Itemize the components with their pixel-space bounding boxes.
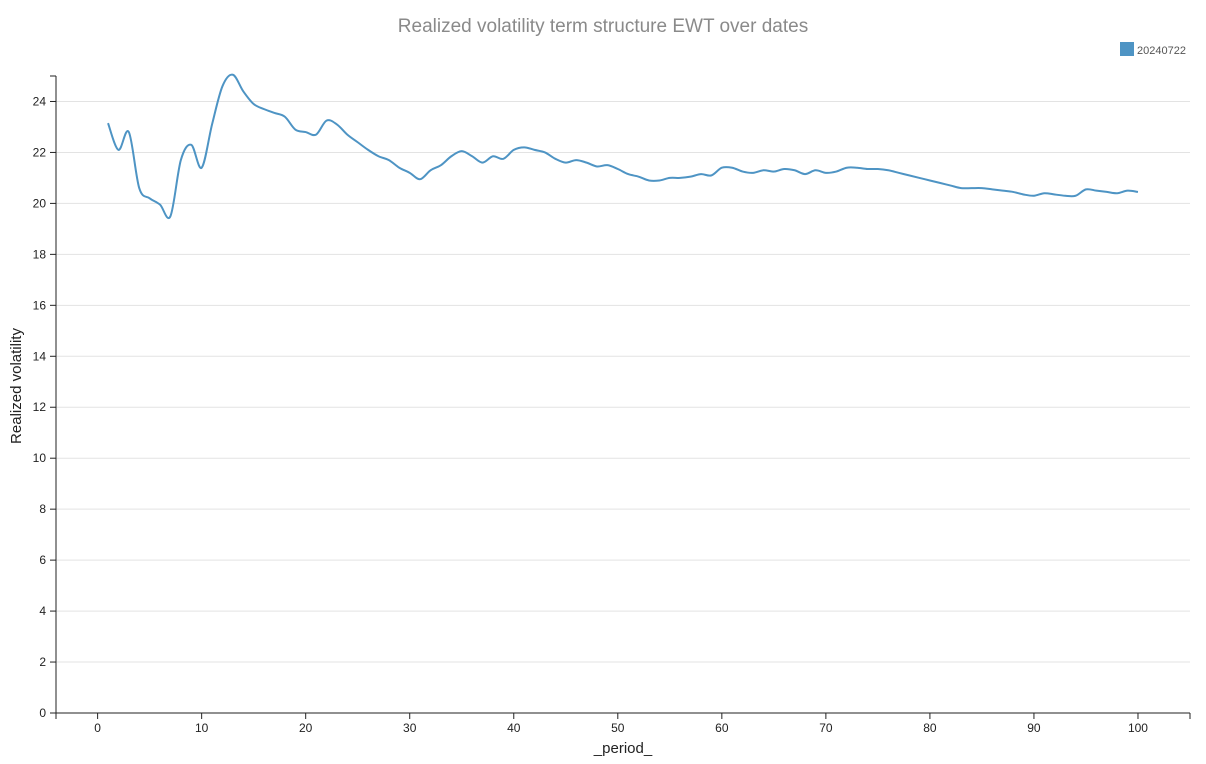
x-tick-label: 70 — [819, 721, 833, 735]
y-tick-label: 18 — [33, 247, 47, 261]
x-tick-label: 10 — [195, 721, 209, 735]
x-tick-label: 30 — [403, 721, 417, 735]
x-tick-label: 20 — [299, 721, 313, 735]
gridlines — [56, 100, 1190, 663]
y-tick-label: 6 — [39, 553, 46, 567]
y-tick-label: 2 — [39, 655, 46, 669]
x-tick-label: 40 — [507, 721, 521, 735]
y-tick-label: 10 — [33, 451, 47, 465]
x-tick-label: 80 — [923, 721, 937, 735]
y-axis-label: Realized volatility — [8, 328, 25, 444]
y-tick-label: 22 — [33, 145, 47, 159]
y-tick-label: 20 — [33, 196, 47, 210]
series-line — [107, 73, 1139, 219]
x-tick-label: 50 — [611, 721, 625, 735]
y-tick-label: 4 — [39, 604, 46, 618]
legend: 20240722 — [1120, 42, 1186, 57]
y-tick-label: 14 — [33, 349, 47, 363]
x-tick-label: 0 — [94, 721, 101, 735]
chart-title: Realized volatility term structure EWT o… — [398, 16, 808, 37]
legend-label: 20240722 — [1137, 45, 1186, 57]
y-tick-label: 24 — [33, 94, 47, 108]
y-tick-label: 8 — [39, 502, 46, 516]
series-layer — [107, 73, 1139, 219]
x-tick-label: 90 — [1027, 721, 1041, 735]
x-axis-label: _period_ — [593, 740, 653, 757]
x-tick-label: 60 — [715, 721, 729, 735]
y-tick-label: 16 — [33, 298, 47, 312]
y-tick-label: 12 — [33, 400, 47, 414]
legend-swatch — [1120, 42, 1134, 56]
x-tick-label: 100 — [1128, 721, 1148, 735]
y-tick-label: 0 — [39, 706, 46, 720]
